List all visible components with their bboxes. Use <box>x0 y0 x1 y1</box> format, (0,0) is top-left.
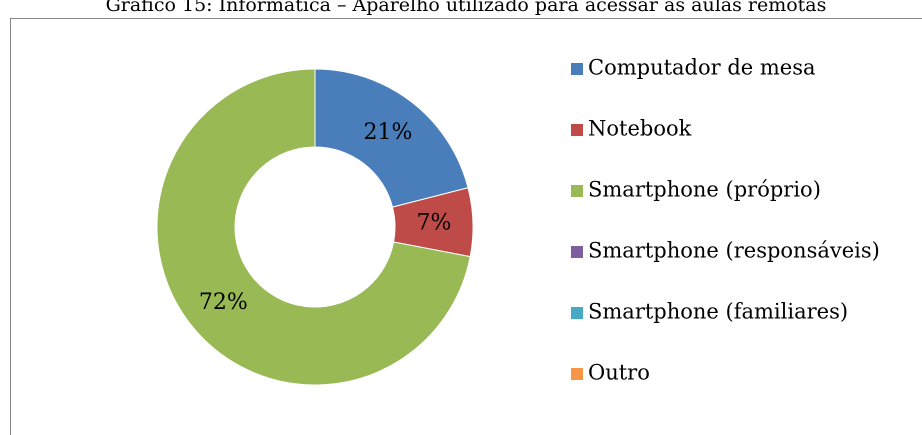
legend-label: Outro <box>588 361 650 385</box>
data-label: 21% <box>363 120 412 145</box>
legend-swatch <box>571 368 583 380</box>
legend-swatch <box>571 124 583 136</box>
donut-slice <box>314 68 469 208</box>
legend-label: Smartphone (próprio) <box>588 178 821 202</box>
chart-border <box>10 18 922 435</box>
legend-label: Computador de mesa <box>588 56 816 80</box>
legend-swatch <box>571 307 583 319</box>
legend-swatch <box>571 185 583 197</box>
chart-title: Gráfico 15: Informática – Aparelho utili… <box>106 0 827 16</box>
legend-label: Smartphone (responsáveis) <box>588 239 880 263</box>
donut-slice <box>156 68 471 386</box>
data-label: 72% <box>199 290 248 315</box>
legend-label: Smartphone (familiares) <box>588 300 848 324</box>
legend-swatch <box>571 63 583 75</box>
data-label: 7% <box>416 210 451 235</box>
legend-label: Notebook <box>588 117 692 141</box>
legend-swatch <box>571 246 583 258</box>
